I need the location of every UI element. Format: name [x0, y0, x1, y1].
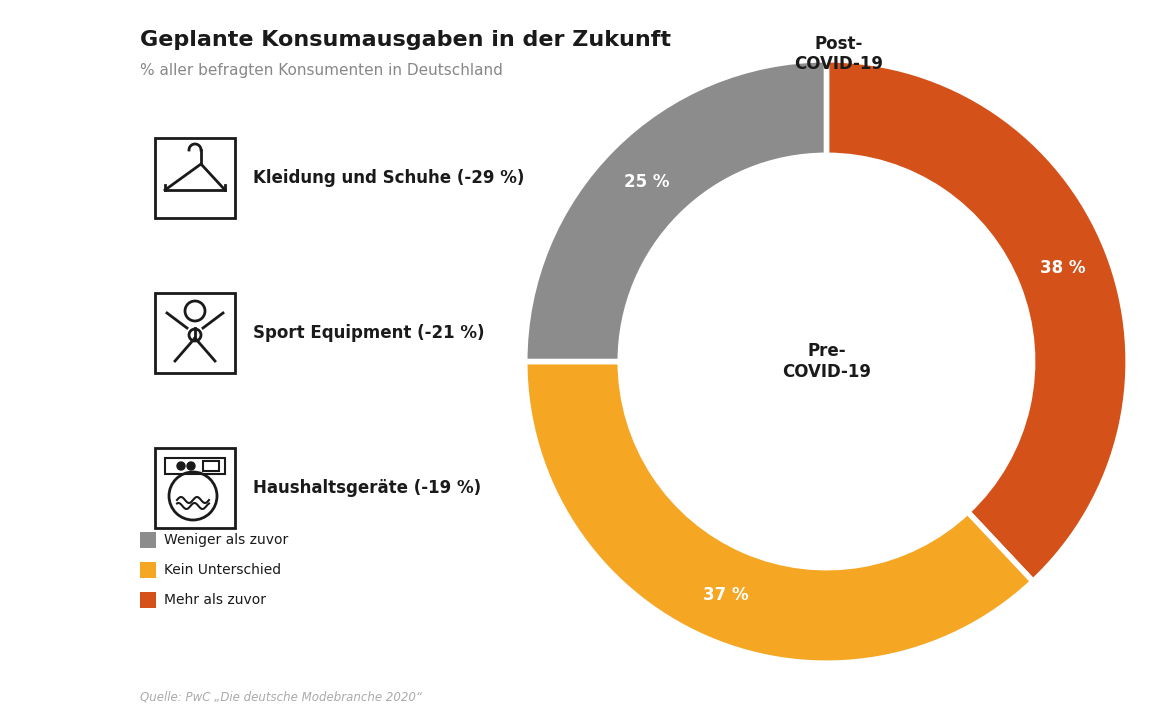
- Circle shape: [187, 462, 196, 470]
- Text: Quelle: PwC „Die deutsche Modebranche 2020“: Quelle: PwC „Die deutsche Modebranche 20…: [140, 690, 423, 703]
- Text: 40 %: 40 %: [936, 312, 978, 327]
- Bar: [165, 458, 225, 474]
- Text: Pre-
COVID-19: Pre- COVID-19: [782, 342, 871, 381]
- Bar: [140, 532, 156, 548]
- Bar: [155, 293, 235, 373]
- Text: 25 %: 25 %: [624, 173, 669, 191]
- Wedge shape: [525, 362, 1032, 663]
- Wedge shape: [826, 181, 1008, 508]
- Text: % aller befragten Konsumenten in Deutschland: % aller befragten Konsumenten in Deutsch…: [140, 63, 503, 78]
- Text: Kein Unterschied: Kein Unterschied: [164, 563, 282, 577]
- Bar: [155, 138, 235, 218]
- Text: 38 %: 38 %: [1039, 259, 1085, 277]
- Text: Geplante Konsumausgaben in der Zukunft: Geplante Konsumausgaben in der Zukunft: [140, 30, 670, 50]
- Circle shape: [733, 268, 920, 455]
- Text: 37 %: 37 %: [703, 586, 748, 604]
- Wedge shape: [668, 181, 826, 317]
- Bar: [203, 461, 219, 471]
- Text: Weniger als zuvor: Weniger als zuvor: [164, 533, 289, 547]
- Bar: [155, 448, 235, 528]
- Circle shape: [177, 462, 185, 470]
- Circle shape: [623, 158, 1030, 565]
- Bar: [140, 592, 156, 608]
- Text: Mehr als zuvor: Mehr als zuvor: [164, 593, 267, 607]
- Wedge shape: [826, 60, 1128, 581]
- Text: 17 %: 17 %: [736, 236, 778, 251]
- Wedge shape: [525, 60, 826, 362]
- Text: Kleidung und Schuhe (-29 %): Kleidung und Schuhe (-29 %): [253, 169, 524, 187]
- Text: Post-
COVID-19: Post- COVID-19: [795, 35, 883, 74]
- Text: Haushaltsgeräte (-19 %): Haushaltsgeräte (-19 %): [253, 479, 481, 497]
- Text: 43 %: 43 %: [715, 457, 757, 472]
- Text: Sport Equipment (-21 %): Sport Equipment (-21 %): [253, 324, 484, 342]
- Wedge shape: [645, 274, 932, 542]
- Bar: [140, 562, 156, 578]
